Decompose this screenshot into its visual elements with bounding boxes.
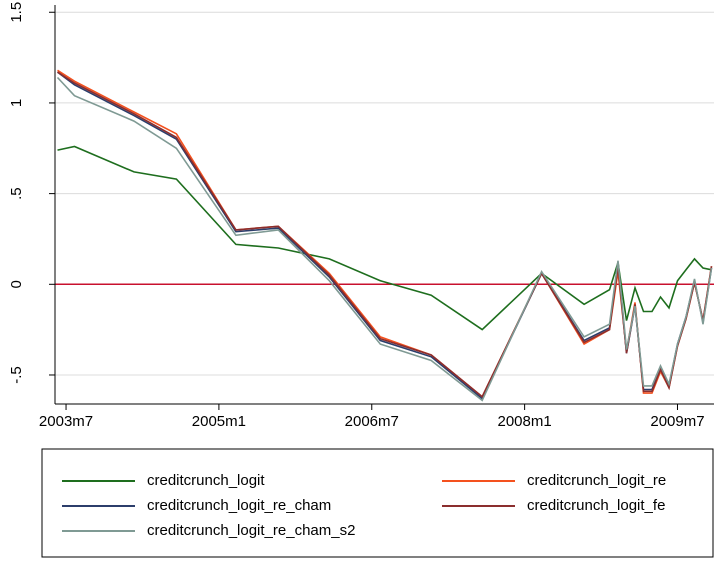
y-tick-label: 0 (8, 280, 25, 288)
series-line (57, 71, 713, 398)
y-tick-label: .5 (8, 187, 25, 200)
x-tick-label: 2003m7 (39, 413, 93, 430)
x-tick-label: 2006m7 (345, 413, 399, 430)
x-tick-label: 2009m7 (650, 413, 704, 430)
legend-label: creditcrunch_logit_re (527, 472, 666, 489)
legend-label: creditcrunch_logit_re_cham_s2 (147, 522, 355, 539)
legend-label: creditcrunch_logit_re_cham (147, 497, 331, 514)
y-tick-label: 1.5 (8, 2, 25, 23)
x-tick-label: 2008m1 (498, 413, 552, 430)
series-line (57, 71, 713, 400)
series-line (57, 69, 713, 398)
x-tick-label: 2005m1 (192, 413, 246, 430)
y-tick-label: 1 (8, 99, 25, 107)
legend-label: creditcrunch_logit (147, 472, 265, 489)
y-tick-label: -.5 (8, 366, 25, 384)
legend-box (41, 448, 714, 558)
series-line (57, 145, 712, 331)
series-line (56, 76, 713, 402)
legend-label: creditcrunch_logit_fe (527, 497, 665, 514)
